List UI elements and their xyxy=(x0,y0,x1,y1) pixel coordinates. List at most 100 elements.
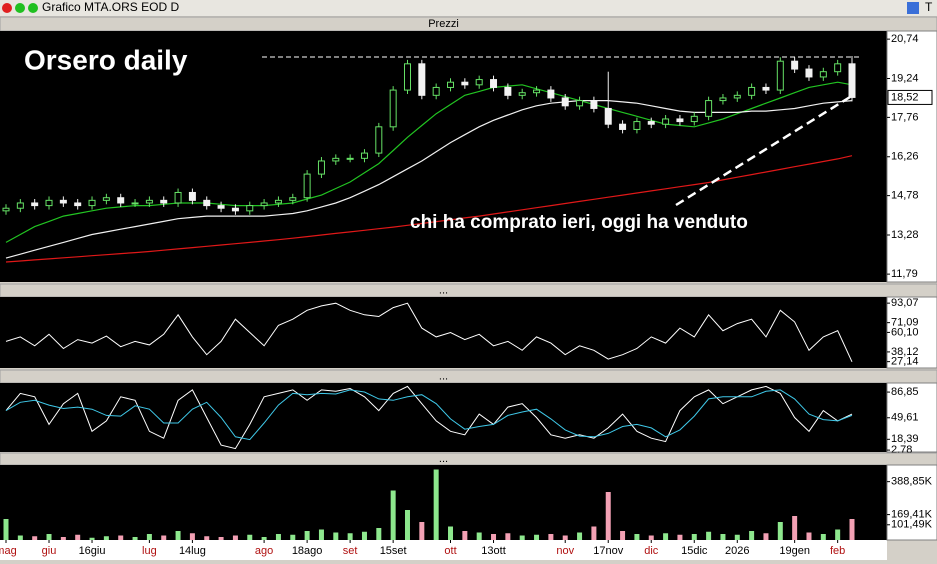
x-tick-label: 16giu xyxy=(79,545,106,557)
candle-body xyxy=(633,121,641,130)
plot-layer: Prezzi 20,74 19,24 17,76 16,26 14,78 13,28 11,7… xyxy=(0,16,937,557)
volume-bar xyxy=(706,531,712,540)
volume-bar xyxy=(46,534,52,540)
candle-body xyxy=(776,60,784,91)
volume-bar xyxy=(777,522,783,540)
volume-bar xyxy=(347,533,353,540)
candle-body xyxy=(791,60,799,70)
candle-body xyxy=(647,121,655,125)
y-tick-label: 388,85K xyxy=(891,476,933,488)
volume-bar xyxy=(290,534,296,540)
x-tick-label: 15dic xyxy=(681,545,708,557)
y-tick-label: 60,10 xyxy=(891,326,919,338)
volume-bar xyxy=(820,534,826,540)
volume-bar xyxy=(620,531,626,540)
candle-body xyxy=(690,115,698,123)
candle-body xyxy=(332,157,340,162)
volume-bar xyxy=(404,510,410,540)
candle-body xyxy=(74,202,82,207)
x-tick-label: feb xyxy=(830,545,845,557)
candle-body xyxy=(504,86,512,96)
panel-header-label: Prezzi xyxy=(428,18,459,30)
candle-body xyxy=(102,197,110,201)
candle-body xyxy=(762,86,770,91)
x-tick-label: 2026 xyxy=(725,545,749,557)
candle-body xyxy=(217,205,225,209)
x-tick-label: ott xyxy=(444,545,456,557)
volume-bar xyxy=(720,534,726,540)
axis-bg xyxy=(886,382,937,453)
candle-body xyxy=(733,94,741,99)
y-tick-label: 13,28 xyxy=(891,229,919,241)
volume-bar xyxy=(448,526,454,540)
volume-bar xyxy=(849,519,855,540)
volume-bar xyxy=(462,531,468,540)
x-tick-label: set xyxy=(343,545,358,557)
candle-body xyxy=(475,79,483,86)
volume-bar xyxy=(318,529,324,540)
indicator-line xyxy=(5,302,853,363)
y-tick-label: 38,12 xyxy=(891,346,919,358)
y-tick-label: 101,49K xyxy=(891,519,933,531)
volume-bar xyxy=(89,537,95,540)
status-dot xyxy=(28,3,38,13)
candle-body xyxy=(260,202,268,207)
candle-body xyxy=(375,126,383,154)
x-tick-label: 19gen xyxy=(779,545,810,557)
candle-body xyxy=(834,63,842,73)
volume-bar xyxy=(390,490,396,540)
last-price-box xyxy=(887,89,933,105)
y-tick-label: 27,14 xyxy=(891,356,919,368)
candle-body xyxy=(117,197,125,204)
y-tick-label: 20,74 xyxy=(891,33,919,45)
indicator-line xyxy=(5,385,853,450)
volume-bar xyxy=(376,528,382,540)
volume-bar xyxy=(634,534,640,540)
x-tick-label: 13ott xyxy=(481,545,505,557)
candle-body xyxy=(662,118,670,125)
candle-body xyxy=(16,202,24,209)
candle-body xyxy=(88,199,96,207)
y-tick-label: 169,41K xyxy=(891,508,933,520)
y-tick-label: 86,85 xyxy=(891,386,919,398)
candle-body xyxy=(289,197,297,201)
toolbar-button-label[interactable]: T xyxy=(925,0,933,14)
volume-bar xyxy=(562,535,568,540)
x-tick-label: dic xyxy=(644,545,659,557)
chart-title: Orsero daily xyxy=(24,44,188,75)
candle-body xyxy=(303,173,311,199)
volume-bar xyxy=(232,535,238,540)
volume-bar xyxy=(548,534,554,540)
candle-body xyxy=(490,79,498,88)
candle-body xyxy=(619,123,627,130)
volume-bar xyxy=(792,516,798,540)
volume-bar xyxy=(591,526,597,540)
x-tick-label: mag xyxy=(0,545,17,557)
window-title: Grafico MTA.ORS EOD D xyxy=(42,0,179,14)
volume-bar xyxy=(361,531,367,540)
volume-bar xyxy=(146,534,152,540)
panel-header-label: ... xyxy=(439,453,448,465)
x-tick-label: 15set xyxy=(380,545,407,557)
y-tick-label: 11,79 xyxy=(891,268,918,280)
candle-body xyxy=(360,152,368,159)
candle-body xyxy=(45,199,53,207)
volume-bar xyxy=(3,519,9,540)
candle-body xyxy=(819,71,827,78)
panel-header xyxy=(0,452,937,466)
volume-bar xyxy=(275,534,281,540)
volume-bar xyxy=(60,537,66,540)
volume-bar xyxy=(204,536,210,540)
candle-body xyxy=(317,160,325,175)
candle-body xyxy=(346,157,354,160)
toolbar-button[interactable] xyxy=(907,2,919,14)
volume-bar xyxy=(75,534,81,540)
candle-body xyxy=(533,89,541,94)
x-tick-label: giu xyxy=(42,545,57,557)
volume-bar xyxy=(175,531,181,540)
volume-bar xyxy=(534,534,540,540)
candle-body xyxy=(403,63,411,91)
x-axis-bg xyxy=(0,540,887,560)
y-tick-label: 14,78 xyxy=(891,190,919,202)
